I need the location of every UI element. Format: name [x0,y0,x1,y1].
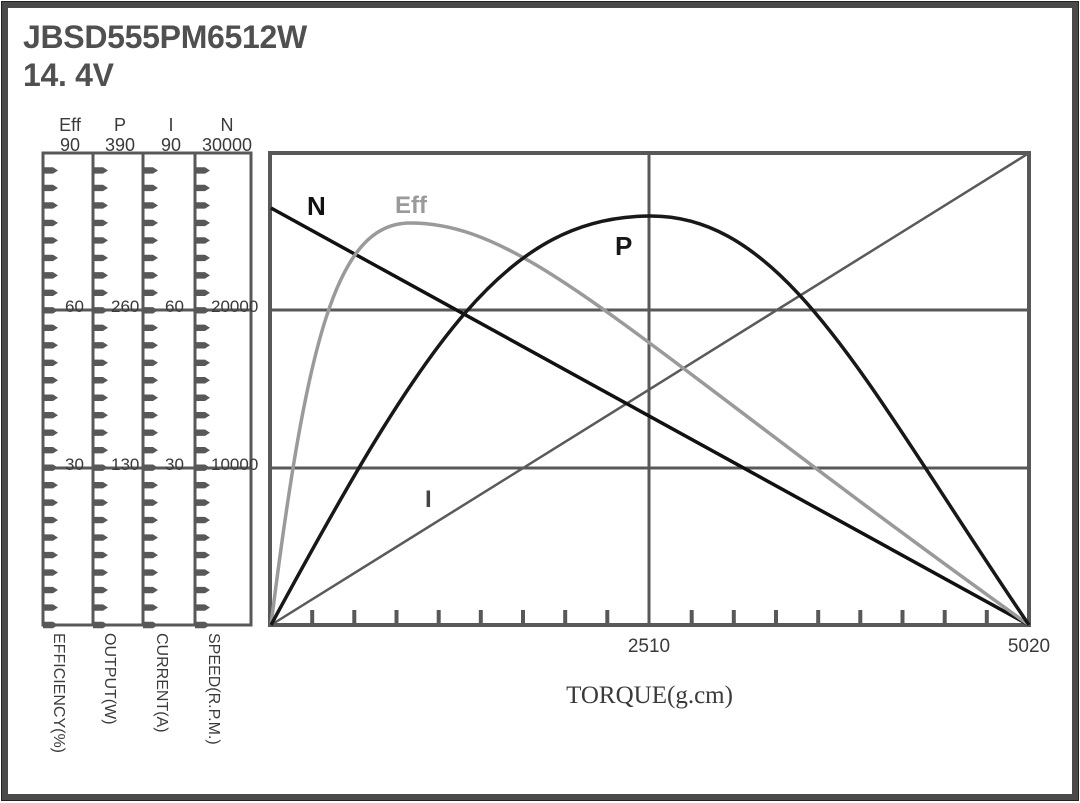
svg-text:30: 30 [65,455,84,474]
svg-text:5020: 5020 [1008,636,1050,657]
svg-text:130: 130 [111,455,139,474]
svg-text:260: 260 [111,297,139,316]
svg-text:60: 60 [165,297,184,316]
svg-text:P: P [615,231,632,261]
svg-text:20000: 20000 [211,297,258,316]
svg-text:30: 30 [165,455,184,474]
svg-text:60: 60 [65,297,84,316]
svg-text:2510: 2510 [628,636,670,657]
svg-text:N: N [307,191,326,221]
svg-text:10000: 10000 [211,455,258,474]
svg-text:Eff: Eff [395,192,428,219]
svg-text:I: I [425,486,432,513]
